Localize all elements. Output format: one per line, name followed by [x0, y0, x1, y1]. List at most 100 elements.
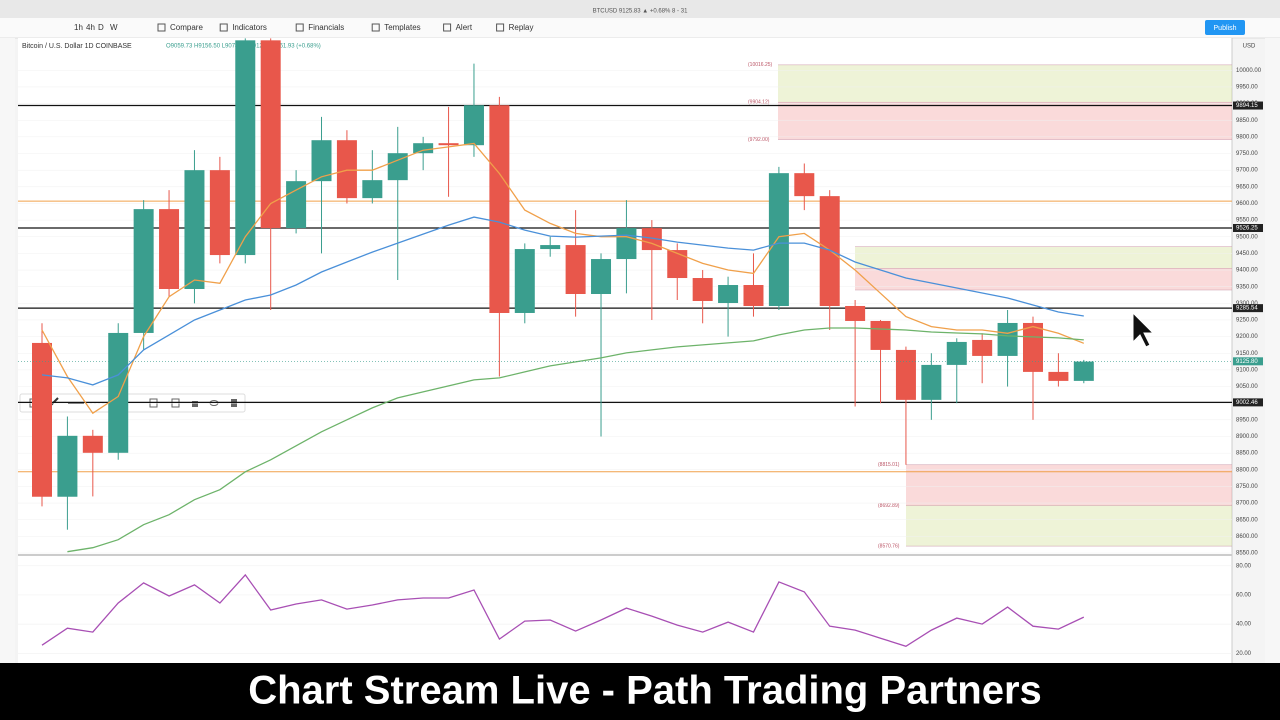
moving-average	[41, 142, 1085, 415]
candle-body	[565, 245, 586, 295]
candle-body	[870, 320, 891, 350]
chart-marks: (10016.25) (9904.12) (9792.00) (8815.01) (86…	[18, 38, 1232, 654]
moving-average	[41, 216, 1084, 386]
fib-zone	[906, 464, 1232, 506]
fib-label: (9792.00)	[748, 137, 770, 143]
candle-body	[108, 332, 129, 453]
interval[interactable]: 1h	[74, 23, 83, 32]
candle-body	[692, 278, 713, 301]
candle-body	[184, 170, 205, 290]
price-tag-label: 9285.54	[1236, 306, 1258, 312]
toolbar-button[interactable]: Templates	[384, 23, 420, 32]
fib-label: (9904.12)	[748, 100, 770, 106]
rsi-line	[41, 573, 1085, 648]
candle-body	[591, 259, 612, 295]
interval[interactable]: 4h	[86, 23, 95, 32]
y-tick-label: 9800.00	[1236, 134, 1258, 140]
candle-body	[997, 322, 1018, 356]
candle-body	[260, 40, 281, 229]
publish-button[interactable]	[1205, 20, 1245, 35]
price-tag	[1233, 224, 1263, 233]
y-tick-label: 9550.00	[1236, 218, 1258, 224]
candle-body	[413, 143, 434, 154]
rsi-tick-label: 80.00	[1236, 563, 1252, 569]
y-tick-label: 9700.00	[1236, 168, 1258, 174]
fib-zone	[855, 246, 1232, 269]
candle-body	[336, 140, 357, 199]
fib-zone	[906, 505, 1232, 547]
interval[interactable]: D	[98, 23, 104, 32]
tool-icon[interactable]	[192, 401, 198, 407]
price-tag	[1233, 101, 1263, 110]
candle-body	[718, 285, 739, 303]
candle-body	[311, 140, 332, 182]
y-tick-label: 9150.00	[1236, 351, 1258, 357]
candle-body	[235, 40, 256, 256]
price-tag-label: 9894.15	[1236, 103, 1258, 109]
fib-label: (8815.01)	[878, 462, 900, 468]
candle-body	[768, 173, 789, 306]
candle-body	[819, 196, 840, 306]
candle-body	[895, 349, 916, 400]
toolbar-button[interactable]: Financials	[308, 23, 344, 32]
candle-body	[1022, 322, 1043, 372]
y-tick-label: 9450.00	[1236, 251, 1258, 257]
rsi-tick-label: 60.00	[1236, 593, 1252, 599]
y-tick-label: 8800.00	[1236, 467, 1258, 473]
button-icon[interactable]	[443, 23, 452, 32]
price-tag	[1233, 304, 1263, 313]
candle-body	[159, 209, 180, 290]
interval[interactable]: W	[110, 23, 118, 32]
y-tick-label: 9650.00	[1236, 184, 1258, 190]
toolbar-button[interactable]: Alert	[456, 23, 473, 32]
y-tick-label: 9350.00	[1236, 284, 1258, 290]
candle-body	[209, 170, 230, 256]
y-tick-label: 9100.00	[1236, 367, 1258, 373]
candle-body	[972, 339, 993, 356]
fib-zone	[778, 102, 1232, 140]
button-icon[interactable]	[295, 23, 304, 32]
toolbar-button[interactable]: Compare	[170, 23, 203, 32]
candle-body	[82, 435, 103, 453]
button-icon[interactable]	[496, 23, 505, 32]
button-icon[interactable]	[219, 23, 228, 32]
y-tick-label: 8900.00	[1236, 434, 1258, 440]
candle-body	[463, 105, 484, 146]
button-icon[interactable]	[157, 23, 166, 32]
right-sidebar	[1265, 38, 1280, 663]
candle-body	[616, 228, 637, 260]
fib-zone	[778, 64, 1232, 103]
price-tag-label: 9002.46	[1236, 400, 1258, 406]
candle-body	[1073, 361, 1094, 381]
caption: Chart Stream Live - Path Trading Partner…	[248, 669, 1042, 713]
fib-zone	[855, 268, 1232, 291]
y-tick-label: 9850.00	[1236, 118, 1258, 124]
current-price-label: 9125.80	[1236, 359, 1258, 365]
fib-label: (10016.25)	[748, 62, 773, 68]
y-tick-label: 9400.00	[1236, 268, 1258, 274]
candle-body	[946, 341, 967, 365]
current-price-tag	[1233, 357, 1263, 366]
toolbar-button[interactable]: Indicators	[232, 23, 267, 32]
publish-label[interactable]: Publish	[1214, 25, 1237, 32]
y-tick-label: 9200.00	[1236, 334, 1258, 340]
candle-body	[438, 143, 459, 146]
caption-bar	[0, 663, 1280, 720]
candle-body	[641, 228, 662, 251]
y-tick-label: 8850.00	[1236, 451, 1258, 457]
price-tag	[1233, 398, 1263, 407]
top-toolbar	[0, 18, 1280, 38]
rsi-tick-label: 40.00	[1236, 622, 1252, 628]
toolbar-button[interactable]: Replay	[509, 23, 534, 32]
y-tick-label: 8600.00	[1236, 534, 1258, 540]
y-tick-label: 9500.00	[1236, 234, 1258, 240]
candle-body	[540, 245, 561, 250]
button-icon[interactable]	[371, 23, 380, 32]
candle-body	[57, 435, 78, 497]
fib-label: (8692.89)	[878, 503, 900, 509]
candle-body	[514, 249, 535, 313]
candle-body	[667, 250, 688, 279]
mouse-cursor	[1132, 311, 1155, 348]
candle-body	[286, 181, 307, 229]
y-tick-label: 9050.00	[1236, 384, 1258, 390]
